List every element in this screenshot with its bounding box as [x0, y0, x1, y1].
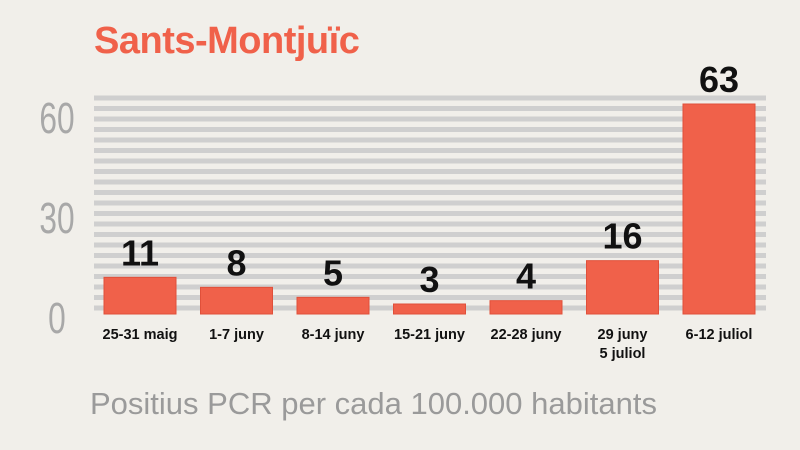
- bar-value-label: 16: [602, 216, 642, 257]
- y-tick-label: 60: [39, 94, 74, 143]
- value-labels: 11 8 5 3 4 16 63: [121, 59, 739, 300]
- chart-title: Sants-Montjuïc: [94, 20, 360, 62]
- bars: [103, 103, 756, 315]
- x-tick-label: 6-12 juliol: [686, 327, 753, 343]
- bar: [489, 300, 563, 315]
- bar: [296, 296, 370, 315]
- x-tick-label: 29 juny: [598, 327, 648, 343]
- x-tick-label: 22-28 juny: [491, 327, 562, 343]
- bar-value-label: 8: [226, 242, 246, 283]
- x-tick-label: 15-21 juny: [394, 327, 465, 343]
- x-tick-label: 8-14 juny: [302, 327, 365, 343]
- chart-caption: Positius PCR per cada 100.000 habitants: [90, 386, 657, 421]
- bar-value-label: 63: [699, 59, 739, 100]
- bar: [682, 103, 756, 315]
- bar-value-label: 5: [323, 252, 343, 293]
- y-tick-label: 0: [48, 294, 66, 343]
- x-tick-label: 25-31 maig: [103, 327, 178, 343]
- x-axis-labels: 25-31 maig 1-7 juny 8-14 juny 15-21 juny 22-…: [103, 327, 753, 362]
- x-tick-label: 5 juliol: [600, 346, 646, 362]
- bar: [586, 260, 659, 315]
- y-tick-label: 30: [39, 194, 74, 243]
- bar-value-label: 4: [516, 256, 536, 297]
- bar-value-label: 11: [121, 232, 159, 273]
- bar: [103, 276, 177, 315]
- y-axis-ticks: 0 30 60: [39, 94, 74, 343]
- bar: [393, 303, 466, 315]
- x-tick-label: 1-7 juny: [209, 327, 264, 343]
- bar: [200, 286, 273, 315]
- bar-value-label: 3: [419, 259, 439, 300]
